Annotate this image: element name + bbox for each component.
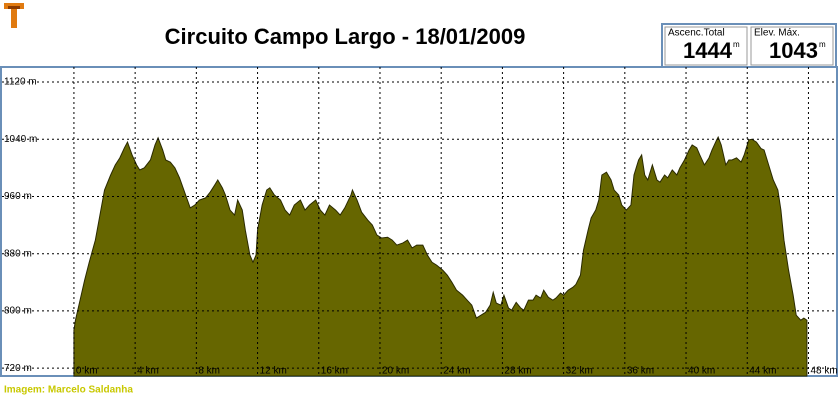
logo — [4, 3, 24, 28]
x-tick-label: 4 km — [137, 366, 159, 377]
y-tick-label: 1120 m — [4, 77, 37, 88]
x-tick-label: 36 km — [627, 366, 654, 377]
x-tick-label: 24 km — [443, 366, 470, 377]
chart-title: Circuito Campo Largo - 18/01/2009 — [165, 24, 526, 49]
y-tick-label: 960 m — [4, 191, 32, 202]
x-tick-label: 12 km — [260, 366, 287, 377]
x-tick-label: 16 km — [321, 366, 348, 377]
series-layer — [73, 135, 808, 377]
stat-box — [750, 26, 834, 66]
x-tick-label: 48 km — [810, 366, 837, 377]
label-layer: 720 m 800 m 880 m 960 m 1040 m 1120 m 0 km 4 km… — [4, 77, 838, 377]
stat-label: Ascenc.Total — [668, 28, 725, 39]
stat-label: Elev. Máx. — [754, 28, 800, 39]
x-tick-label: 40 km — [688, 366, 715, 377]
x-tick-label: 8 km — [198, 366, 220, 377]
x-tick-label: 28 km — [504, 366, 531, 377]
stat-value: 1444 — [683, 38, 733, 63]
x-tick-label: 20 km — [382, 366, 409, 377]
elevation-area — [73, 135, 808, 377]
stat-unit: m — [733, 40, 740, 49]
grid-layer — [2, 67, 836, 376]
y-tick-label: 800 m — [4, 306, 32, 317]
stat-value: 1043 — [769, 38, 818, 63]
plot: 720 m 800 m 880 m 960 m 1040 m 1120 m 0 km 4 km… — [2, 67, 838, 377]
x-tick-label: 0 km — [76, 366, 98, 377]
y-tick-label: 1040 m — [4, 134, 37, 145]
stat-box — [664, 26, 748, 66]
stat-unit: m — [819, 40, 826, 49]
y-tick-label: 880 m — [4, 248, 32, 259]
credit: Imagem: Marcelo Saldanha — [4, 385, 133, 396]
y-tick-label: 720 m — [4, 363, 32, 374]
x-tick-label: 44 km — [749, 366, 776, 377]
x-tick-label: 32 km — [566, 366, 593, 377]
